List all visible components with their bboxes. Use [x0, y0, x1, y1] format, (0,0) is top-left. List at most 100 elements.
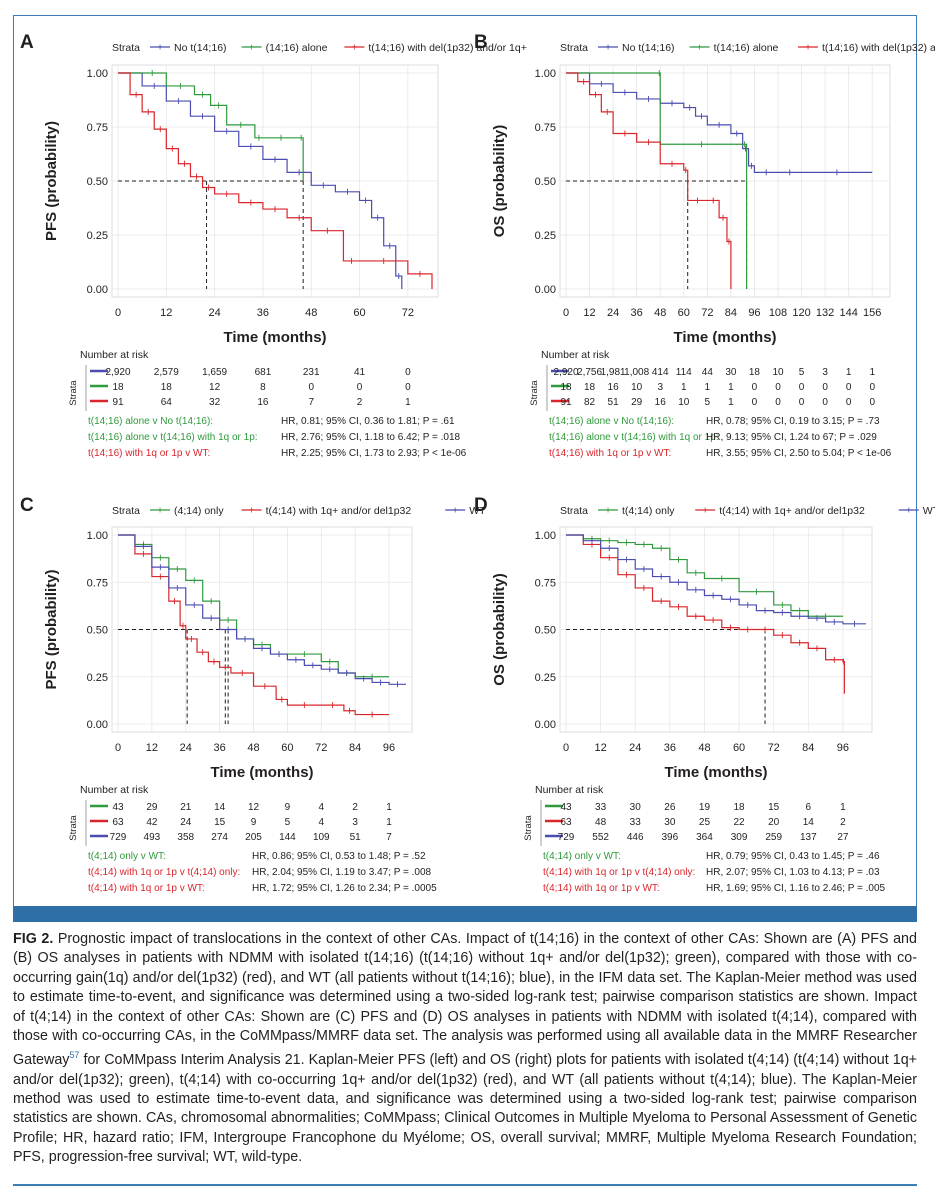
legend-label: No t(14;16): [622, 42, 675, 54]
chart-panel-b: B Strata + No t(14;16) + t(14;16) alone + t(14;…: [474, 32, 935, 459]
risk-table-cell: 1: [869, 367, 875, 378]
panel-letter: C: [20, 495, 34, 516]
x-tick-label: 72: [315, 742, 327, 754]
risk-table-cell: 0: [822, 397, 828, 408]
hr-result: HR, 2.04; 95% CI, 1.19 to 3.47; P = .008: [252, 867, 432, 878]
hr-comparison: t(4;14) with 1q or 1p v t(4;14) only:: [543, 867, 695, 878]
risk-table-cell: 0: [752, 382, 758, 393]
y-tick-label: 0.00: [87, 284, 108, 296]
risk-table-cell: 358: [177, 832, 194, 843]
risk-table-cell: 9: [285, 802, 291, 813]
x-tick-label: 60: [733, 742, 745, 754]
risk-table-cell: 729: [110, 832, 127, 843]
risk-table-cell: 0: [405, 382, 411, 393]
risk-table-cell: 18: [749, 367, 761, 378]
risk-table-cell: 7: [386, 832, 392, 843]
hr-result: HR, 1.72; 95% CI, 1.26 to 2.34; P = .000…: [252, 883, 437, 894]
hr-comparison: t(14;16) with 1q or 1p v WT:: [88, 448, 210, 459]
risk-table-cell: 41: [354, 367, 366, 378]
x-tick-label: 144: [839, 307, 857, 319]
legend-label: (14;16) alone: [266, 42, 328, 54]
risk-table-cell: 0: [405, 367, 411, 378]
legend-marker: +: [906, 506, 912, 517]
x-tick-label: 84: [802, 742, 814, 754]
risk-table-cell: 3: [822, 367, 828, 378]
legend-marker: +: [702, 506, 708, 517]
legend-marker: +: [605, 43, 611, 54]
legend-label: t(4;14) with 1q+ and/or del1p32: [719, 505, 865, 517]
risk-table-cell: 137: [800, 832, 817, 843]
risk-table-cell: 1: [728, 382, 734, 393]
legend-marker: +: [805, 43, 811, 54]
risk-table-cell: 16: [608, 382, 620, 393]
risk-table-cell: 64: [161, 397, 173, 408]
risk-table-cell: 19: [699, 802, 711, 813]
hr-result: HR, 0.79; 95% CI, 0.43 to 1.45; P = .46: [706, 851, 880, 862]
risk-table-cell: 3: [657, 382, 663, 393]
risk-table-title: Number at risk: [535, 784, 604, 796]
risk-table-cell: 14: [803, 817, 815, 828]
legend-label: WT: [469, 505, 486, 517]
risk-table-cell: 15: [768, 802, 780, 813]
risk-table-cell: 43: [560, 802, 572, 813]
risk-table-cell: 43: [112, 802, 124, 813]
y-tick-label: 0.25: [535, 672, 556, 684]
risk-table-cell: 2,920: [553, 367, 578, 378]
panel-letter: D: [474, 495, 488, 516]
risk-table-cell: 1: [846, 367, 852, 378]
risk-table-cell: 0: [752, 397, 758, 408]
x-tick-label: 48: [305, 307, 317, 319]
risk-table-cell: 30: [630, 802, 642, 813]
panel-letter: B: [474, 32, 488, 53]
x-tick-label: 24: [607, 307, 619, 319]
y-tick-label: 0.00: [87, 719, 108, 731]
x-tick-label: 24: [180, 742, 192, 754]
x-tick-label: 132: [816, 307, 834, 319]
x-axis-label: Time (months): [210, 764, 313, 781]
risk-table-cell: 27: [837, 832, 849, 843]
panel-letter: A: [20, 32, 34, 53]
risk-table-cell: 0: [869, 397, 875, 408]
risk-table-cell: 18: [734, 802, 746, 813]
risk-table-strata-label: Strata: [68, 380, 79, 406]
risk-table-cell: 0: [799, 382, 805, 393]
caption-reference: 57: [69, 1050, 80, 1061]
y-tick-label: 0.50: [87, 176, 108, 188]
x-tick-label: 72: [701, 307, 713, 319]
x-tick-label: 48: [698, 742, 710, 754]
risk-table-cell: 18: [161, 382, 173, 393]
chart-panel-c: C Strata + (4;14) only + t(4;14) with 1q+ and…: [20, 495, 486, 894]
risk-table-cell: 15: [214, 817, 226, 828]
hr-comparison: t(14;16) alone v t(14;16) with 1q or 1p:: [549, 432, 719, 443]
x-tick-label: 12: [146, 742, 158, 754]
risk-table-cell: 274: [211, 832, 228, 843]
x-tick-label: 72: [402, 307, 414, 319]
risk-table-cell: 32: [209, 397, 221, 408]
risk-table-cell: 114: [676, 367, 692, 378]
chart-panel-a: A Strata + No t(14;16) + (14;16) alone + t(14;1…: [20, 32, 527, 459]
risk-table-cell: 2: [352, 802, 358, 813]
y-tick-label: 0.25: [535, 230, 556, 242]
legend-label: t(14;16) alone: [714, 42, 779, 54]
chart-panel-d: D Strata + t(4;14) only + t(4;14) with 1q+ an…: [474, 495, 935, 894]
y-tick-label: 0.25: [87, 230, 108, 242]
legend-marker: +: [697, 43, 703, 54]
risk-table-cell: 2,920: [105, 367, 130, 378]
legend-title: Strata: [560, 42, 588, 54]
y-tick-label: 0.75: [535, 577, 556, 589]
risk-table-cell: 26: [664, 802, 676, 813]
risk-table-cell: 109: [313, 832, 330, 843]
x-tick-label: 0: [115, 742, 121, 754]
x-tick-label: 108: [769, 307, 787, 319]
y-tick-label: 0.00: [535, 284, 556, 296]
risk-table-cell: 10: [678, 397, 690, 408]
legend-label: (4;14) only: [174, 505, 224, 517]
risk-table-cell: 5: [799, 367, 805, 378]
hr-result: HR, 0.86; 95% CI, 0.53 to 1.48; P = .52: [252, 851, 426, 862]
x-tick-label: 12: [594, 742, 606, 754]
legend-marker: +: [249, 43, 255, 54]
x-tick-label: 60: [353, 307, 365, 319]
risk-table-cell: 1,659: [202, 367, 227, 378]
figure-divider-bar: [13, 906, 917, 922]
hr-comparison: t(4;14) with 1q or 1p v WT:: [543, 883, 660, 894]
